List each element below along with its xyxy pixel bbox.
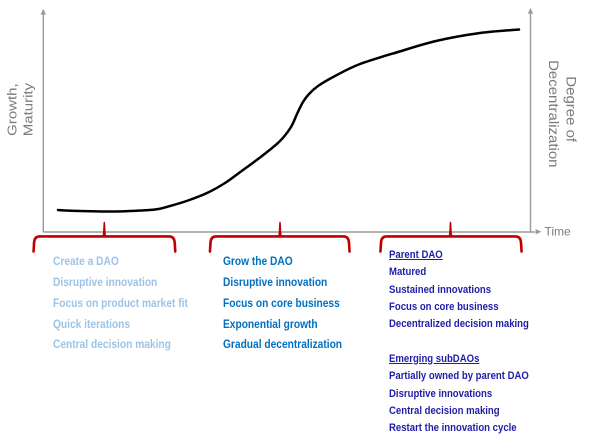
svg-text:Decentralization: Decentralization: [545, 60, 560, 167]
svg-text:Time: Time: [545, 225, 572, 239]
svg-text:Maturity: Maturity: [21, 83, 36, 136]
svg-text:Growth,: Growth,: [5, 83, 20, 135]
svg-text:Degree of: Degree of: [563, 76, 578, 142]
